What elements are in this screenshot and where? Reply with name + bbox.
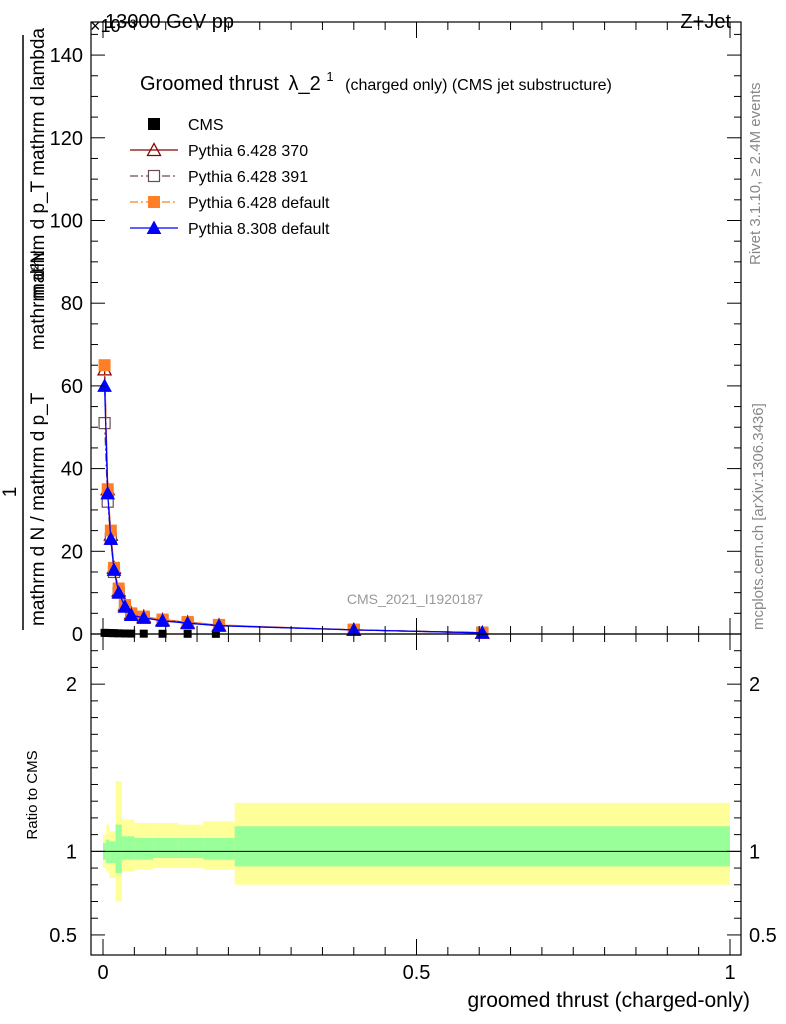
ylabel-numerator-frac: mathrm d²N [28, 250, 49, 350]
point-pythia-8-308-default [103, 531, 119, 545]
legend-label: Pythia 8.308 default [188, 221, 330, 238]
main-ytick-label: 120 [50, 128, 83, 150]
x-axis-label: groomed thrust (charged-only) [468, 989, 750, 1012]
point-pythia-6-428-391 [98, 417, 111, 430]
inner-band-bin [178, 837, 204, 859]
main-ytick-label: 60 [61, 376, 83, 398]
plot-title: Groomed thrust λ_2 1 (charged only) (CMS… [140, 64, 612, 95]
ratio-ytick-label: 1 [66, 841, 77, 863]
legend-marker [146, 220, 162, 234]
legend-label: CMS [188, 117, 224, 134]
inner-band-bin [203, 837, 235, 860]
point-pythia-8-308-default [155, 613, 170, 627]
xtick-label: 0.5 [403, 962, 431, 984]
legend-label: Pythia 6.428 370 [188, 143, 308, 160]
point-pythia-8-308-default [111, 585, 127, 599]
point-pythia-6-428-default [98, 359, 111, 372]
legend-marker [148, 196, 160, 208]
legend-entry-pythia-6-428-370: Pythia 6.428 370 [130, 142, 308, 160]
legend-marker [147, 169, 161, 183]
rivet-label: Rivet 3.1.10, ≥ 2.4M events [747, 83, 764, 266]
main-ytick-label: 100 [50, 210, 83, 232]
point-pythia-8-308-default [100, 485, 116, 500]
analysis-watermark: CMS_2021_I1920187 [347, 591, 483, 607]
ratio-ytick-label: 2 [66, 674, 77, 696]
main-ytick-label: 20 [61, 541, 83, 563]
mcplots-label: mcplots.cern.ch [arXiv:1306.3436] [750, 403, 767, 630]
legend-marker [148, 118, 160, 130]
energy-label: 13000 GeV pp [105, 11, 234, 33]
inner-band-bin [109, 841, 116, 864]
inner-band-bin [121, 836, 135, 860]
process-label: Z+Jet [680, 11, 731, 33]
ratio-ytick-label: 0.5 [49, 925, 77, 947]
inner-band-bin [134, 837, 154, 860]
legend: CMS Pythia 6.428 370 Pythia 6.428 391 Pythi… [130, 117, 330, 238]
y-exponent: ×10⁻³ [90, 16, 136, 36]
ylabel-one: 1 [0, 487, 21, 498]
main-ytick-label: 40 [61, 459, 83, 481]
legend-label: Pythia 6.428 391 [188, 169, 308, 186]
ratio-ytick-label-right: 0.5 [749, 925, 777, 947]
legend-marker [146, 142, 162, 157]
main-ylabel: mathrm d²N mathrm d p_T mathrm d lambda … [0, 28, 49, 630]
point-pythia-8-308-default [123, 607, 139, 621]
main-ytick-label: 80 [61, 293, 83, 315]
ylabel-denominator: mathrm d N / mathrm d p_T [28, 392, 49, 626]
main-ytick-label: 140 [50, 45, 83, 67]
legend-entry-pythia-6-428-default: Pythia 6.428 default [130, 195, 330, 212]
point-pythia-8-308-default [211, 618, 227, 632]
main-ytick-label: 0 [72, 624, 83, 646]
axis-ticks: 0 20 40 60 80 100 120 140 0 0.5 1 0.5 0.5 1 1 2 2 [49, 22, 777, 984]
inner-band-bin [153, 837, 179, 859]
point-pythia-8-308-default [180, 615, 195, 630]
ratio-frame [90, 633, 742, 956]
main-frame [90, 21, 742, 635]
legend-entry-pythia-6-428-391: Pythia 6.428 391 [130, 169, 308, 186]
legend-entry-pythia-8-308-default: Pythia 8.308 default [130, 220, 330, 238]
ratio-ytick-label-right: 1 [749, 841, 760, 863]
ylabel-numerator-den: mathrm d p_T mathrm d lambda [28, 28, 49, 299]
ratio-ylabel: Ratio to CMS [24, 750, 41, 839]
legend-label: Pythia 6.428 default [188, 195, 330, 212]
point-cms [109, 629, 118, 638]
legend-entry-cms: CMS [148, 117, 224, 134]
ratio-ytick-label-right: 2 [749, 674, 760, 696]
inner-band-bin [234, 826, 731, 867]
inner-band-bin [115, 824, 122, 874]
point-pythia-8-308-default [117, 599, 133, 613]
point-cms [114, 629, 123, 638]
xtick-label: 0 [97, 962, 108, 984]
point-pythia-8-308-default [136, 610, 152, 624]
ratio-bands [91, 781, 741, 902]
point-pythia-8-308-default [106, 562, 122, 576]
xtick-label: 1 [724, 962, 735, 984]
